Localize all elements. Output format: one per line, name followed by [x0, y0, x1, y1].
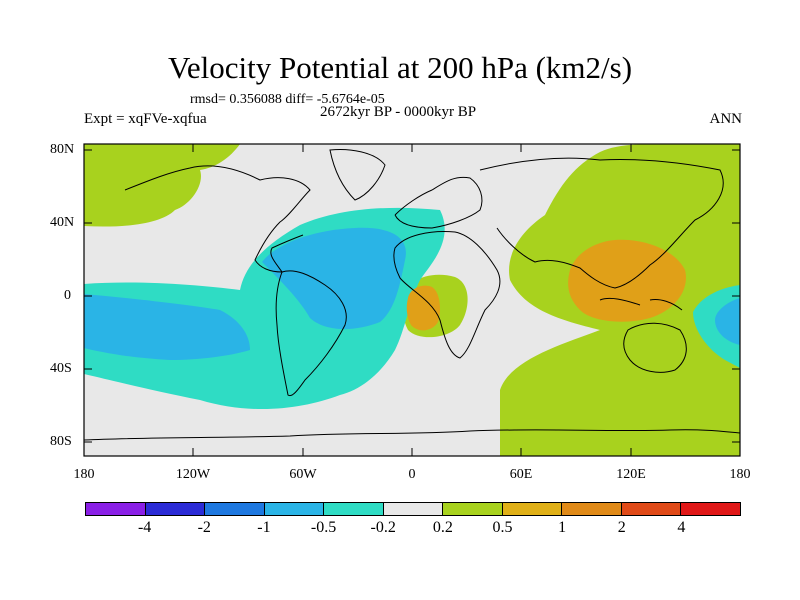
- lon-label-60w: 60W: [289, 467, 317, 482]
- colorbar-box: [383, 503, 444, 515]
- colorbar-box: [86, 503, 146, 515]
- coast-asia: [479, 157, 724, 289]
- field-blue-atlantic: [262, 227, 406, 330]
- colorbar-label: -0.5: [310, 519, 337, 536]
- lon-label-120e: 120E: [616, 467, 646, 482]
- lat-label-80s: 80S: [50, 434, 72, 449]
- lat-label-80n: 80N: [50, 142, 75, 157]
- lon-label-180w: 180: [73, 467, 95, 482]
- colorbar-label: 0.5: [492, 519, 513, 536]
- colorbar-label: -2: [197, 519, 211, 536]
- coast-antarctica: [84, 429, 740, 441]
- colorbar-box: [264, 503, 325, 515]
- field-green-northpacific: [84, 144, 240, 227]
- lat-label-40s: 40S: [50, 361, 72, 376]
- field-blue-westpacific: [715, 298, 740, 345]
- coast-indonesia: [599, 297, 683, 311]
- coast-greenland: [329, 149, 386, 201]
- lon-label-180e: 180: [729, 467, 751, 482]
- colorbar-box: [443, 503, 503, 515]
- colorbar: [85, 502, 741, 516]
- colorbar-label: -1: [257, 519, 271, 536]
- colorbar-label: 4: [677, 519, 686, 536]
- season-label: ANN: [709, 111, 743, 127]
- coast-europe: [394, 176, 483, 229]
- lon-label-0: 0: [408, 467, 416, 482]
- colorbar-box: [502, 503, 563, 515]
- axis-ticks: [84, 144, 740, 456]
- stats-text: rmsd= 0.356088 diff= -5.6764e-05: [190, 92, 385, 107]
- colorbar-box: [681, 503, 741, 515]
- field-orange-africa: [406, 285, 440, 331]
- lon-label-120w: 120W: [175, 467, 211, 482]
- colorbar-label: 0.2: [432, 519, 453, 536]
- lat-label-40n: 40N: [50, 215, 75, 230]
- coast-africa: [393, 231, 501, 359]
- experiment-label: Expt = xqFVe-xqfua: [84, 111, 207, 127]
- colorbar-box: [205, 503, 265, 515]
- lon-label-60e: 60E: [509, 467, 533, 482]
- colorbar-label: 2: [617, 519, 626, 536]
- lat-label-0: 0: [64, 288, 71, 303]
- colorbar-box: [562, 503, 622, 515]
- period-text: 2672kyr BP - 0000kyr BP: [320, 104, 477, 120]
- colorbar-box: [145, 503, 206, 515]
- coast-south-america: [275, 270, 347, 397]
- colorbar-box: [324, 503, 384, 515]
- colorbar-label: -4: [137, 519, 152, 536]
- coastlines: [84, 149, 740, 441]
- coast-north-america: [124, 165, 311, 273]
- coast-australia: [623, 322, 687, 373]
- field-blue-pacific: [84, 294, 250, 360]
- colorbar-box: [621, 503, 682, 515]
- colorbar-label: -0.2: [370, 519, 396, 536]
- plot-title: Velocity Potential at 200 hPa (km2/s): [167, 50, 633, 85]
- colorbar-label: 1: [558, 519, 567, 536]
